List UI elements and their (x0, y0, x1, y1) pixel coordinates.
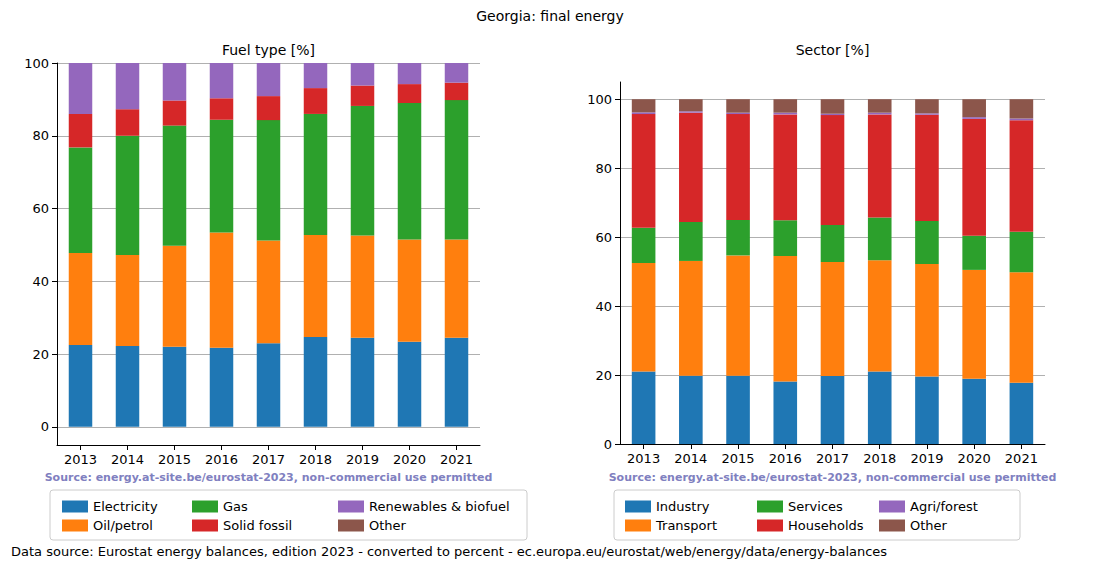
svg-text:2020: 2020 (958, 451, 991, 466)
svg-text:Other: Other (910, 518, 948, 533)
svg-text:Industry: Industry (656, 499, 710, 514)
svg-text:Source: energy.at-site.be/euro: Source: energy.at-site.be/eurostat-2023,… (45, 471, 493, 484)
svg-text:Sector [%]: Sector [%] (796, 42, 870, 58)
svg-text:2021: 2021 (440, 452, 473, 467)
svg-text:0: 0 (604, 437, 612, 452)
svg-text:Georgia: final energy: Georgia: final energy (476, 8, 623, 24)
svg-text:Households: Households (788, 518, 864, 533)
svg-text:0: 0 (41, 419, 49, 434)
svg-text:Other: Other (369, 518, 407, 533)
svg-text:Renewables & biofuel: Renewables & biofuel (369, 499, 510, 514)
svg-text:60: 60 (595, 230, 612, 245)
svg-text:2016: 2016 (205, 452, 238, 467)
svg-text:2015: 2015 (722, 451, 755, 466)
svg-text:100: 100 (24, 56, 49, 71)
svg-text:2015: 2015 (158, 452, 191, 467)
svg-text:Electricity: Electricity (93, 499, 158, 514)
svg-text:2019: 2019 (910, 451, 943, 466)
svg-text:2013: 2013 (627, 451, 660, 466)
svg-text:Agri/forest: Agri/forest (910, 499, 978, 514)
svg-text:Source: energy.at-site.be/euro: Source: energy.at-site.be/eurostat-2023,… (609, 471, 1057, 484)
svg-text:2019: 2019 (346, 452, 379, 467)
svg-text:Data source: Eurostat energy b: Data source: Eurostat energy balances, e… (11, 544, 887, 559)
svg-text:60: 60 (32, 201, 49, 216)
svg-text:80: 80 (32, 128, 49, 143)
svg-text:2014: 2014 (674, 451, 707, 466)
svg-text:Fuel type [%]: Fuel type [%] (222, 42, 315, 58)
svg-text:2014: 2014 (111, 452, 144, 467)
svg-text:Oil/petrol: Oil/petrol (93, 518, 153, 533)
svg-text:Services: Services (788, 499, 843, 514)
svg-text:2017: 2017 (816, 451, 849, 466)
svg-text:20: 20 (32, 347, 49, 362)
svg-text:80: 80 (595, 161, 612, 176)
svg-text:40: 40 (32, 274, 49, 289)
svg-text:100: 100 (587, 92, 612, 107)
svg-text:2013: 2013 (64, 452, 97, 467)
svg-text:20: 20 (595, 368, 612, 383)
svg-text:2018: 2018 (299, 452, 332, 467)
svg-text:Transport: Transport (655, 518, 717, 533)
svg-text:40: 40 (595, 299, 612, 314)
svg-text:2017: 2017 (252, 452, 285, 467)
svg-text:Solid fossil: Solid fossil (223, 518, 292, 533)
svg-text:2020: 2020 (393, 452, 426, 467)
svg-text:Gas: Gas (223, 499, 248, 514)
svg-text:2021: 2021 (1005, 451, 1038, 466)
svg-text:2016: 2016 (769, 451, 802, 466)
svg-text:2018: 2018 (863, 451, 896, 466)
